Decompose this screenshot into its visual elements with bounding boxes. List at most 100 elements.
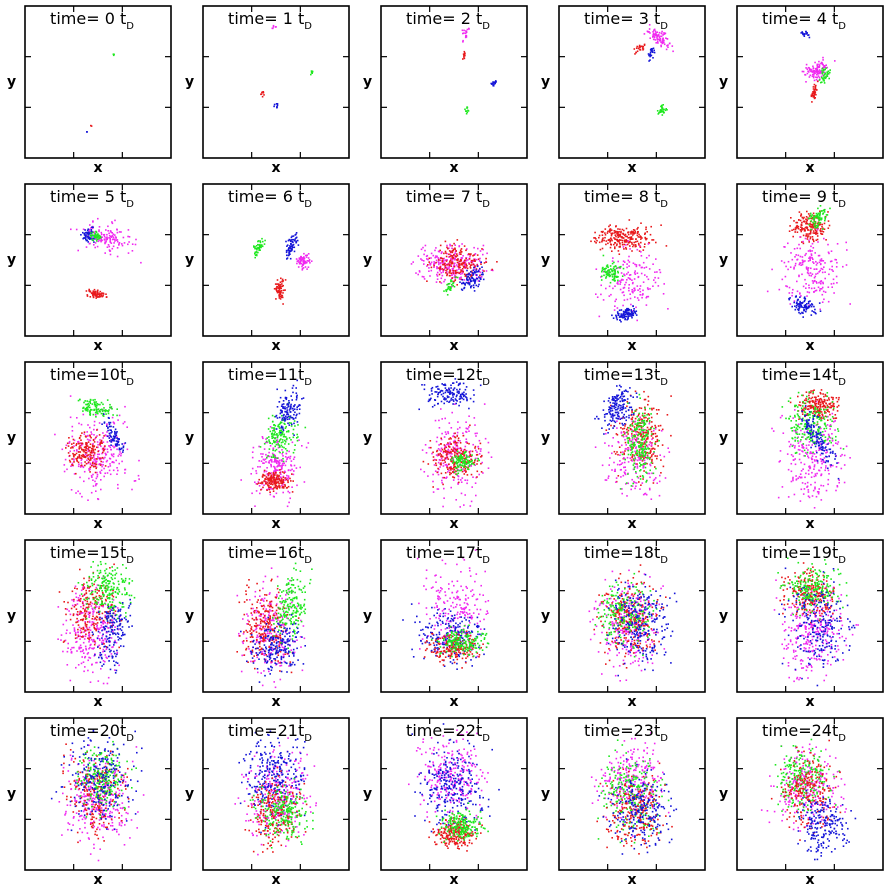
data-point-magenta [93,459,95,461]
data-point-red [87,445,89,447]
data-point-magenta [818,271,820,273]
data-point-red [477,460,479,462]
data-point-magenta [113,470,115,472]
data-point-blue [280,397,282,399]
data-point-magenta [117,247,119,249]
data-point-magenta [829,269,831,271]
data-point-green [467,459,469,461]
data-point-magenta [662,38,664,40]
data-point-magenta [617,261,619,263]
data-point-green [88,406,90,408]
data-point-red [445,241,447,243]
data-point-magenta [271,466,273,468]
data-point-green [823,75,825,77]
data-point-green [87,410,89,412]
data-point-blue [437,396,439,398]
data-point-green [311,71,313,73]
data-point-magenta [784,246,786,248]
data-point-red [281,478,283,480]
data-point-blue [91,229,93,231]
data-point-blue [292,387,294,389]
data-point-red [102,448,104,450]
data-point-red [89,447,91,449]
data-point-red [72,464,74,466]
data-point-magenta [473,247,475,249]
data-point-blue [457,391,459,393]
data-point-blue [648,55,650,57]
data-point-magenta [450,455,452,457]
data-point-green [454,471,456,473]
data-point-green [294,420,296,422]
data-point-magenta [288,502,290,504]
data-point-red [88,454,90,456]
data-point-magenta [462,468,464,470]
data-point-green [112,414,114,416]
data-point-red [83,456,85,458]
data-point-magenta [134,480,136,482]
data-point-red [276,488,278,490]
data-point-green [268,436,270,438]
data-point-blue [116,440,118,442]
data-point-red [459,261,461,263]
data-point-blue [464,395,466,397]
data-point-green [90,399,92,401]
data-point-magenta [97,454,99,456]
data-point-green [815,222,817,224]
data-point-magenta [92,474,94,476]
data-point-blue [109,437,111,439]
data-point-green [817,225,819,227]
data-point-blue [276,389,278,391]
data-point-magenta [420,469,422,471]
data-point-green [95,409,97,411]
data-point-magenta [823,66,825,68]
y-axis-label: y [363,74,372,90]
data-point-green [614,273,616,275]
data-point-magenta [121,461,123,463]
data-point-blue [443,384,445,386]
data-point-red [655,433,657,435]
data-point-magenta [474,417,476,419]
data-point-magenta [454,403,456,405]
x-axis-label: x [93,516,102,532]
data-point-red [89,450,91,452]
data-point-red [65,447,67,449]
data-point-blue [125,442,127,444]
data-point-magenta [836,276,838,278]
data-point-magenta [655,258,657,260]
data-point-green [606,272,608,274]
data-point-magenta [437,488,439,490]
data-point-red [67,443,69,445]
data-point-magenta [471,501,473,503]
data-point-green [253,245,255,247]
scatter-points [462,28,497,115]
data-point-blue [648,53,650,55]
data-point-red [632,238,634,240]
data-point-magenta [259,485,261,487]
data-point-red [610,228,612,230]
data-point-red [101,293,103,295]
data-point-magenta [808,260,810,262]
data-point-red [821,230,823,232]
data-point-red [789,230,791,232]
data-point-magenta [814,62,816,64]
data-point-red [102,452,104,454]
data-point-magenta [628,256,630,258]
data-point-green [282,451,284,453]
data-point-green [606,276,608,278]
data-point-magenta [450,487,452,489]
data-point-red [793,229,795,231]
data-point-magenta [792,259,794,261]
data-point-red [464,245,466,247]
data-point-red [89,435,91,437]
data-point-green [818,213,820,215]
data-point-blue [461,283,463,285]
data-point-magenta [806,64,808,66]
data-point-magenta [95,483,97,485]
data-point-green [260,242,262,244]
data-point-magenta [446,444,448,446]
data-point-blue [111,436,113,438]
scatter-panel-t8: time= 8 tDx [555,180,727,358]
data-point-magenta [449,442,451,444]
data-point-blue [445,387,447,389]
data-point-green [810,213,812,215]
